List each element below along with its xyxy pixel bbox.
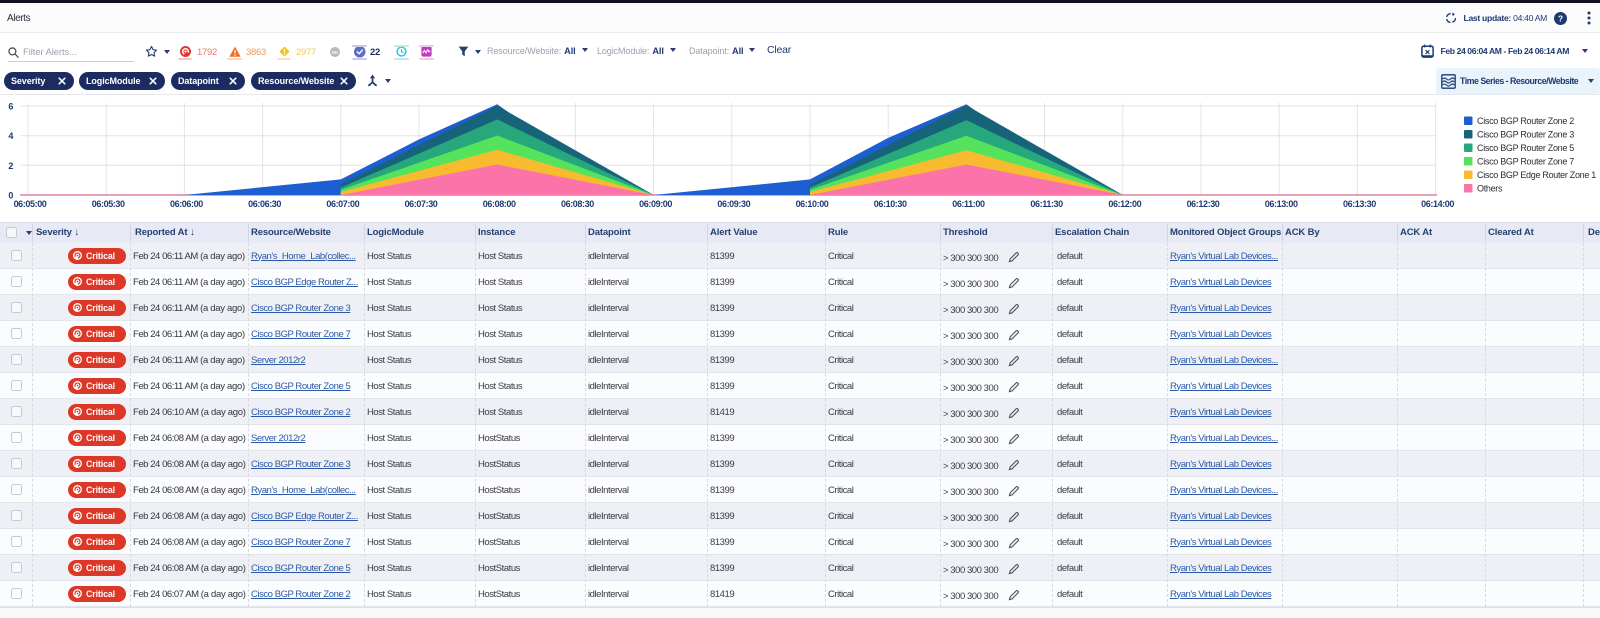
svg-text:06:05:00: 06:05:00 xyxy=(14,199,47,209)
svg-text:Cisco BGP Router Zone 3: Cisco BGP Router Zone 3 xyxy=(1477,130,1574,140)
svg-text:06:10:00: 06:10:00 xyxy=(796,199,829,209)
svg-text:06:12:00: 06:12:00 xyxy=(1108,199,1141,209)
svg-text:06:13:30: 06:13:30 xyxy=(1343,199,1376,209)
svg-text:06:08:00: 06:08:00 xyxy=(483,199,516,209)
svg-text:06:09:00: 06:09:00 xyxy=(639,199,672,209)
svg-text:Cisco BGP Router Zone 7: Cisco BGP Router Zone 7 xyxy=(1477,157,1574,167)
svg-text:06:09:30: 06:09:30 xyxy=(717,199,750,209)
svg-text:Cisco BGP Router Zone 2: Cisco BGP Router Zone 2 xyxy=(1477,116,1574,126)
svg-text:2: 2 xyxy=(8,161,13,171)
svg-text:06:10:30: 06:10:30 xyxy=(874,199,907,209)
svg-text:06:06:30: 06:06:30 xyxy=(248,199,281,209)
svg-text:06:06:00: 06:06:00 xyxy=(170,199,203,209)
svg-text:0: 0 xyxy=(8,191,13,201)
svg-text:06:12:30: 06:12:30 xyxy=(1187,199,1220,209)
svg-text:6: 6 xyxy=(8,102,13,112)
svg-text:06:13:00: 06:13:00 xyxy=(1265,199,1298,209)
svg-text:06:07:00: 06:07:00 xyxy=(326,199,359,209)
svg-text:06:08:30: 06:08:30 xyxy=(561,199,594,209)
svg-text:OK: OK xyxy=(332,50,338,55)
svg-text:Cisco BGP Router Zone 5: Cisco BGP Router Zone 5 xyxy=(1477,143,1574,153)
svg-text:Others: Others xyxy=(1477,184,1503,194)
svg-text:Cisco BGP Edge Router Zone 1: Cisco BGP Edge Router Zone 1 xyxy=(1477,170,1596,180)
svg-text:06:05:30: 06:05:30 xyxy=(92,199,125,209)
svg-text:06:11:30: 06:11:30 xyxy=(1030,199,1063,209)
svg-text:?: ? xyxy=(1558,14,1563,23)
svg-text:06:14:00: 06:14:00 xyxy=(1421,199,1454,209)
svg-text:4: 4 xyxy=(8,131,13,141)
svg-text:06:07:30: 06:07:30 xyxy=(405,199,438,209)
svg-text:06:11:00: 06:11:00 xyxy=(952,199,985,209)
